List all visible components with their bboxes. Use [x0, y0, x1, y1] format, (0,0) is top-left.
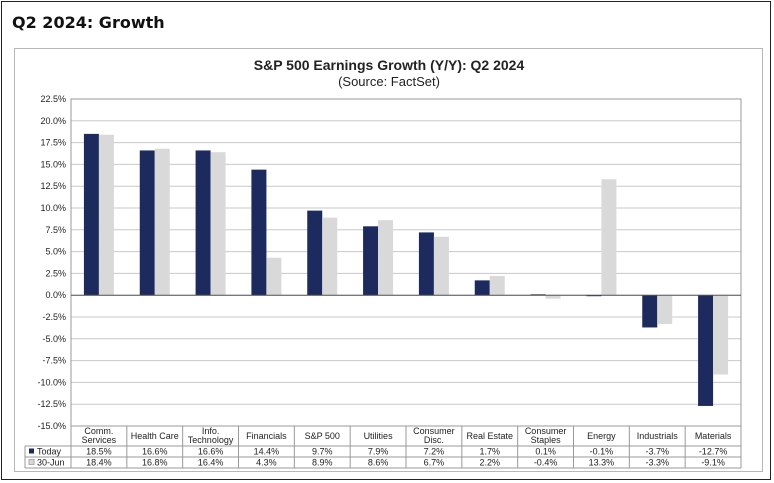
data-label: 8.6%	[368, 458, 389, 468]
data-label: 16.6%	[142, 447, 168, 457]
bar-today	[698, 295, 714, 406]
bar-30-jun	[154, 148, 170, 296]
chart-panel: S&P 500 Earnings Growth (Y/Y): Q2 2024 (…	[14, 48, 763, 472]
data-label: 0.1%	[535, 447, 556, 457]
chart-title: S&P 500 Earnings Growth (Y/Y): Q2 2024	[254, 57, 525, 73]
bar-today	[586, 295, 602, 297]
bar-today	[83, 133, 99, 296]
y-tick-label: 2.5%	[45, 268, 66, 278]
data-label: 13.3%	[589, 458, 615, 468]
x-tick-label: Comm. Services	[82, 426, 117, 445]
bar-today	[418, 232, 434, 296]
data-label: -0.1%	[590, 447, 614, 457]
data-label: -12.7%	[699, 447, 728, 457]
bar-today	[251, 169, 267, 296]
y-axis-ticks: -15.0% -12.5% -10.0% -7.5% -5.0% -2.5% 0.0% 2.5…	[37, 94, 66, 431]
page-heading: Q2 2024: Growth	[12, 13, 165, 32]
bar-today	[474, 280, 490, 296]
bar-30-jun	[545, 295, 561, 299]
y-tick-label: -10.0%	[37, 377, 66, 387]
data-label: 8.9%	[312, 458, 333, 468]
plot-area	[70, 98, 742, 427]
y-tick-label: 5.0%	[45, 247, 66, 257]
x-tick-label: Utilities	[364, 431, 394, 441]
y-tick-label: 15.0%	[40, 159, 66, 169]
x-tick-label: Info. Technology	[188, 426, 234, 445]
bar-30-jun	[601, 179, 617, 296]
x-tick-label: S&P 500	[305, 431, 340, 441]
y-tick-label: -5.0%	[42, 334, 66, 344]
bar-30-jun	[433, 236, 449, 296]
data-label: 4.3%	[256, 458, 277, 468]
y-tick-label: 10.0%	[40, 203, 66, 213]
bar-today	[139, 150, 155, 296]
chart-subtitle: (Source: FactSet)	[338, 74, 440, 89]
data-label: 18.5%	[86, 447, 112, 457]
data-table: Comm. Services Health Care Info. Technology F…	[24, 425, 742, 469]
bar-30-jun	[657, 295, 673, 324]
y-tick-label: -15.0%	[37, 421, 66, 431]
data-label: 18.4%	[86, 458, 112, 468]
gridlines	[70, 98, 742, 427]
bar-30-jun	[98, 134, 114, 296]
legend-entry: Today	[37, 447, 62, 457]
data-label: 1.7%	[479, 447, 500, 457]
y-tick-label: 20.0%	[40, 116, 66, 126]
y-tick-label: 17.5%	[40, 138, 66, 148]
y-tick-label: -12.5%	[37, 399, 66, 409]
bar-30-jun	[322, 217, 338, 296]
earnings-growth-chart: S&P 500 Earnings Growth (Y/Y): Q2 2024 (…	[24, 57, 742, 469]
y-tick-label: 0.0%	[45, 290, 66, 300]
data-label: -3.7%	[645, 447, 669, 457]
x-tick-label: Energy	[587, 431, 616, 441]
bar-30-jun	[266, 257, 282, 296]
bar-30-jun	[713, 295, 729, 375]
bar-30-jun	[489, 276, 505, 296]
legend-entry: 30-Jun	[37, 458, 65, 468]
x-tick-label: Materials	[695, 431, 732, 441]
data-label: 16.8%	[142, 458, 168, 468]
x-tick-label: Health Care	[131, 431, 179, 441]
y-tick-label: -2.5%	[42, 312, 66, 322]
bar-today	[642, 295, 658, 328]
data-label: 14.4%	[254, 447, 280, 457]
legend-swatch	[29, 448, 34, 454]
bar-today	[363, 226, 379, 296]
y-tick-label: -7.5%	[42, 356, 66, 366]
bar-today	[307, 210, 323, 296]
data-label: -9.1%	[701, 458, 725, 468]
data-label: 7.2%	[424, 447, 445, 457]
bar-30-jun	[210, 152, 226, 296]
data-label: 6.7%	[424, 458, 445, 468]
bar-today	[195, 150, 211, 296]
x-tick-label: Financials	[246, 431, 287, 441]
y-tick-label: 22.5%	[40, 94, 66, 104]
data-label: 2.2%	[479, 458, 500, 468]
data-label: 9.7%	[312, 447, 333, 457]
bar-30-jun	[378, 220, 394, 296]
x-tick-label: Consumer Disc.	[413, 426, 455, 445]
data-label: 16.6%	[198, 447, 224, 457]
legend-swatch	[28, 459, 35, 465]
x-tick-label: Industrials	[637, 431, 679, 441]
y-tick-label: 7.5%	[45, 225, 66, 235]
bars	[71, 133, 741, 406]
data-label: 16.4%	[198, 458, 224, 468]
x-tick-label: Real Estate	[466, 431, 513, 441]
data-label: -3.3%	[645, 458, 669, 468]
y-tick-label: 12.5%	[40, 181, 66, 191]
x-tick-label: Consumer Staples	[525, 426, 567, 445]
data-label: -0.4%	[534, 458, 558, 468]
data-label: 7.9%	[368, 447, 389, 457]
